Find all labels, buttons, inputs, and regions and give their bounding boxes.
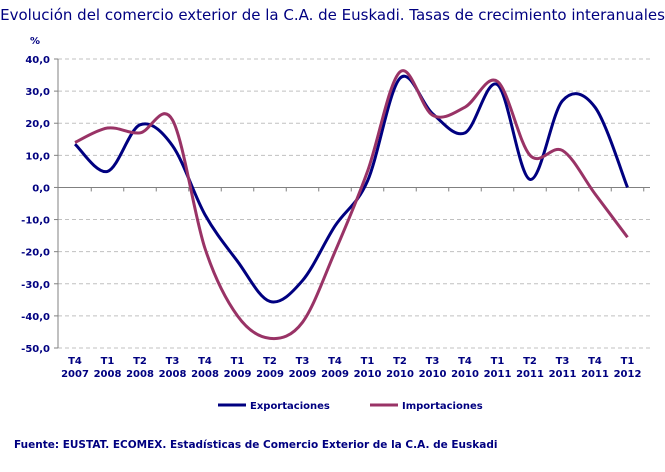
legend-label: Exportaciones [250,401,330,412]
x-tick-label: 2008 [159,369,187,380]
legend-label: Importaciones [402,401,483,412]
x-tick-label: 2012 [614,369,642,380]
y-tick-label: -20,0 [21,248,50,259]
x-tick-label: T3 [426,356,440,367]
x-tick-label: T4 [198,356,212,367]
x-tick-label: T2 [393,356,407,367]
x-tick-label: 2008 [126,369,154,380]
x-tick-label: 2009 [289,369,317,380]
x-tick-label: T4 [68,356,82,367]
x-tick-label: T2 [133,356,147,367]
y-tick-label: 10,0 [25,151,50,162]
x-tick-label: 2008 [191,369,219,380]
source-note: Fuente: EUSTAT. ECOMEX. Estadísticas de … [14,439,498,451]
x-tick-label: 2010 [354,369,382,380]
x-tick-label: 2011 [581,369,609,380]
y-tick-label: 20,0 [25,119,50,130]
x-tick-label: T1 [101,356,115,367]
series-line-importaciones [74,69,629,341]
y-tick-label: 30,0 [25,87,50,98]
x-tick-label: T2 [263,356,277,367]
x-tick-label: T4 [328,356,342,367]
x-tick-label: 2010 [451,369,479,380]
y-tick-label: -40,0 [21,312,50,323]
x-tick-label: 2008 [94,369,122,380]
y-tick-label: -10,0 [21,216,50,227]
y-tick-label: -50,0 [21,344,50,355]
x-tick-label: T4 [458,356,472,367]
y-axis-label: % [30,36,40,47]
x-tick-label: T4 [588,356,602,367]
y-tick-label: 40,0 [25,55,50,66]
x-tick-label: T1 [231,356,245,367]
x-tick-label: T1 [361,356,375,367]
series-line-exportaciones [73,74,629,304]
x-tick-label: 2009 [321,369,349,380]
chart-title: Evolución del comercio exterior de la C.… [0,6,665,24]
x-tick-label: T2 [523,356,537,367]
y-tick-label: 0,0 [32,183,50,194]
x-tick-label: 2011 [549,369,577,380]
y-tick-label: -30,0 [21,280,50,291]
x-tick-label: T1 [621,356,635,367]
x-tick-label: T3 [296,356,310,367]
x-tick-label: T3 [166,356,180,367]
x-tick-label: 2011 [484,369,512,380]
x-tick-label: 2010 [419,369,447,380]
x-tick-label: 2011 [516,369,544,380]
x-tick-label: T3 [556,356,570,367]
x-tick-label: 2009 [224,369,252,380]
x-tick-label: T1 [491,356,505,367]
x-tick-label: 2007 [61,369,89,380]
x-tick-label: 2010 [386,369,414,380]
x-tick-label: 2009 [256,369,284,380]
